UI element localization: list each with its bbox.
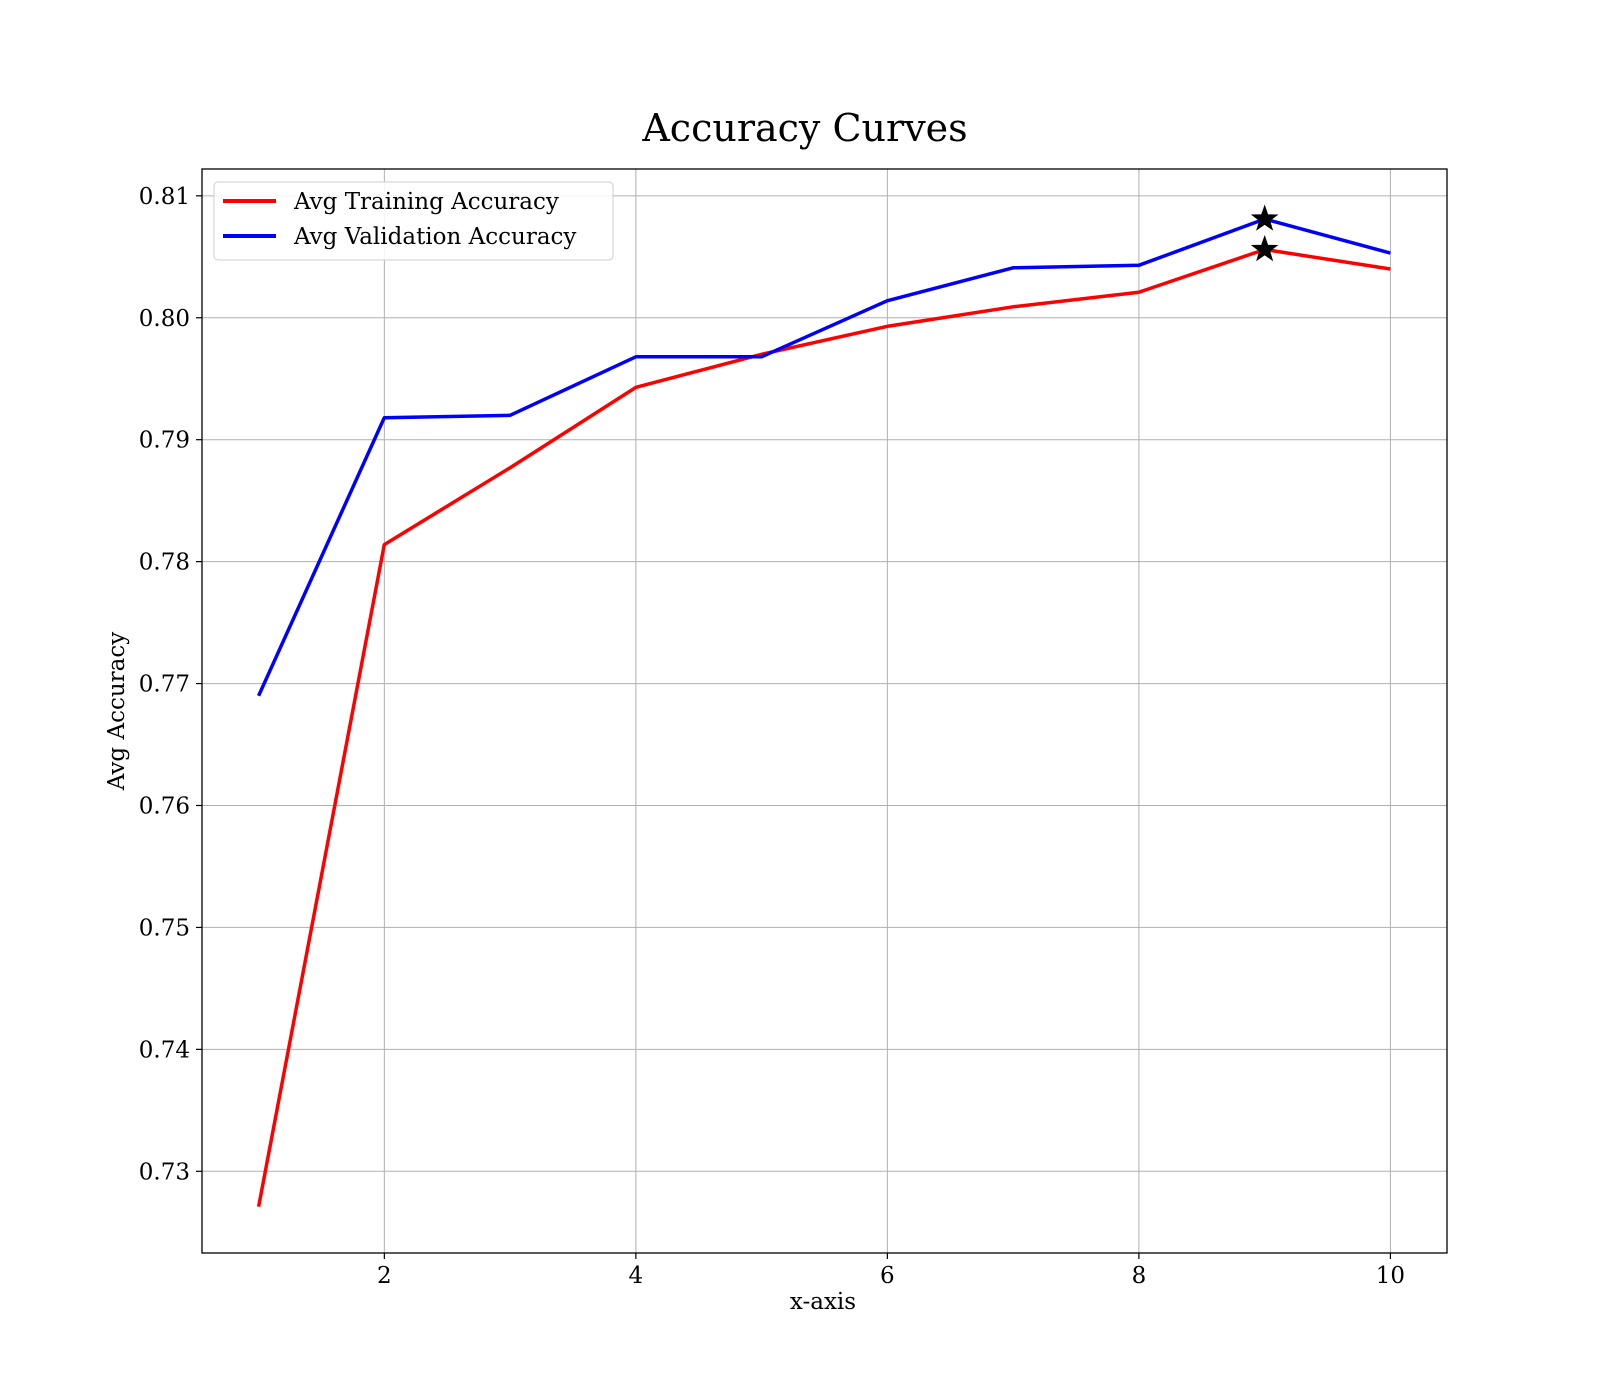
- y-tick-label: 0.76: [139, 793, 190, 819]
- y-tick-label: 0.74: [139, 1037, 190, 1063]
- chart-title: Accuracy Curves: [641, 106, 967, 150]
- legend-label-training: Avg Training Accuracy: [293, 189, 559, 215]
- y-tick-label: 0.80: [139, 306, 190, 332]
- series-line-validation: [257, 217, 1391, 697]
- y-axis-label: Avg Accuracy: [104, 632, 130, 791]
- plot-area-frame: [201, 168, 1448, 1254]
- series-lines: [256, 217, 1391, 1208]
- series-line-training: [256, 247, 1391, 1208]
- grid-lines: [202, 169, 1447, 1253]
- legend-label-validation: Avg Validation Accuracy: [293, 224, 576, 250]
- best-marker-validation-star: [1250, 204, 1279, 231]
- y-tick-label: 0.81: [139, 184, 190, 210]
- y-tick-label: 0.77: [139, 672, 190, 698]
- y-tick-label: 0.75: [139, 915, 190, 941]
- legend-box: [213, 181, 614, 261]
- best-markers: [1250, 204, 1279, 262]
- axis-ticks: 2 4 6 8 10 0.73 0.74 0.75 0.76 0.77 0.78 0.79 0.80 0.…: [139, 184, 1405, 1289]
- x-tick-label: 4: [629, 1263, 644, 1289]
- x-tick-label: 6: [880, 1263, 895, 1289]
- best-marker-training-star: [1250, 234, 1279, 262]
- y-tick-label: 0.78: [139, 550, 190, 576]
- x-tick-label: 10: [1376, 1263, 1405, 1289]
- x-axis-label: x-axis: [790, 1289, 856, 1315]
- x-tick-label: 2: [377, 1263, 392, 1289]
- y-tick-label: 0.73: [139, 1159, 190, 1185]
- x-tick-label: 8: [1132, 1263, 1147, 1289]
- y-tick-label: 0.79: [139, 428, 190, 454]
- legend: Avg Training Accuracy Avg Validation Acc…: [213, 181, 614, 261]
